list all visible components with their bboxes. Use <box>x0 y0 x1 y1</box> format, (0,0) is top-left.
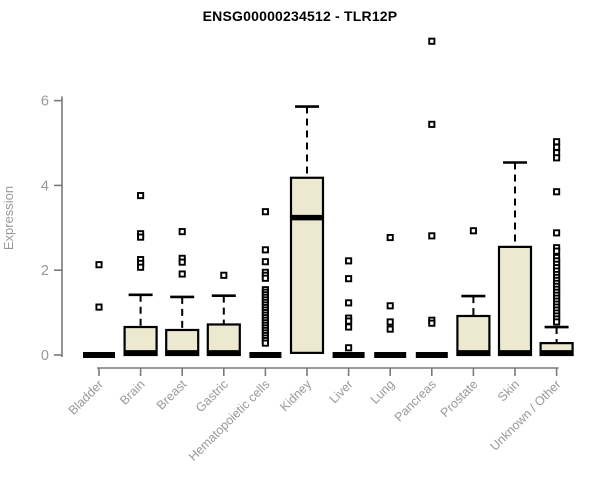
x-tick-label: Prostate <box>438 377 481 420</box>
outlier-point <box>137 192 145 200</box>
outlier-point <box>345 323 353 331</box>
collapsed-box <box>332 352 365 358</box>
outlier-point <box>261 339 269 347</box>
outlier-point <box>95 303 103 311</box>
chart-title: ENSG00000234512 - TLR12P <box>202 8 398 24</box>
x-tick-label: Skin <box>495 377 522 404</box>
outlier-point <box>261 208 269 216</box>
outlier-point <box>95 261 103 269</box>
x-tick-label: Pancreas <box>392 377 439 424</box>
x-tick-label: Hematopoietic cells <box>186 377 273 464</box>
outlier-point <box>553 229 561 237</box>
y-tick-label: 6 <box>41 94 49 110</box>
outlier-point <box>345 257 353 265</box>
outlier-point <box>178 258 186 266</box>
collapsed-box <box>415 352 448 358</box>
collapsed-box <box>83 352 115 358</box>
outlier-point <box>428 319 436 327</box>
collapsed-box <box>249 352 282 358</box>
outlier-point <box>553 247 561 255</box>
box <box>206 323 241 357</box>
outlier-point <box>345 344 353 352</box>
outlier-point <box>261 274 269 282</box>
outlier-point <box>220 271 228 279</box>
outlier-point <box>261 246 269 254</box>
collapsed-box <box>374 352 407 358</box>
y-tick-label: 2 <box>41 263 49 279</box>
box <box>289 176 325 354</box>
outlier-point <box>428 120 436 128</box>
outlier-point <box>345 275 353 283</box>
outlier-point <box>553 318 561 326</box>
x-tick-label: Brain <box>117 377 148 408</box>
outlier-point <box>469 227 477 235</box>
y-tick-label: 4 <box>41 178 49 194</box>
outlier-point <box>137 233 145 241</box>
box <box>497 245 533 357</box>
outlier-point <box>261 258 269 266</box>
x-tick-label: Gastric <box>193 377 231 415</box>
outlier-point <box>386 234 394 242</box>
outlier-point <box>553 188 561 196</box>
outlier-point <box>553 154 561 162</box>
x-tick-label: Kidney <box>277 377 314 414</box>
outlier-point <box>428 232 436 240</box>
outlier-point <box>386 302 394 310</box>
outlier-point <box>386 325 394 333</box>
outlier-point <box>553 138 561 146</box>
outlier-point <box>178 228 186 236</box>
outlier-point <box>178 270 186 278</box>
x-tick-label: Lung <box>368 377 398 407</box>
outlier-point <box>345 317 353 325</box>
y-tick-label: 0 <box>41 348 49 364</box>
outlier-point <box>345 299 353 307</box>
outlier-point <box>386 318 394 326</box>
x-tick-label: Bladder <box>66 377 106 417</box>
box <box>456 314 491 357</box>
outlier-point <box>428 37 436 45</box>
x-tick-label: Breast <box>154 377 190 413</box>
outlier-point <box>553 143 561 151</box>
y-axis-title: Expression <box>1 186 16 250</box>
x-tick-label: Liver <box>327 377 356 406</box>
x-tick-label: Unknown / Other <box>487 377 563 453</box>
outlier-point <box>137 263 145 271</box>
